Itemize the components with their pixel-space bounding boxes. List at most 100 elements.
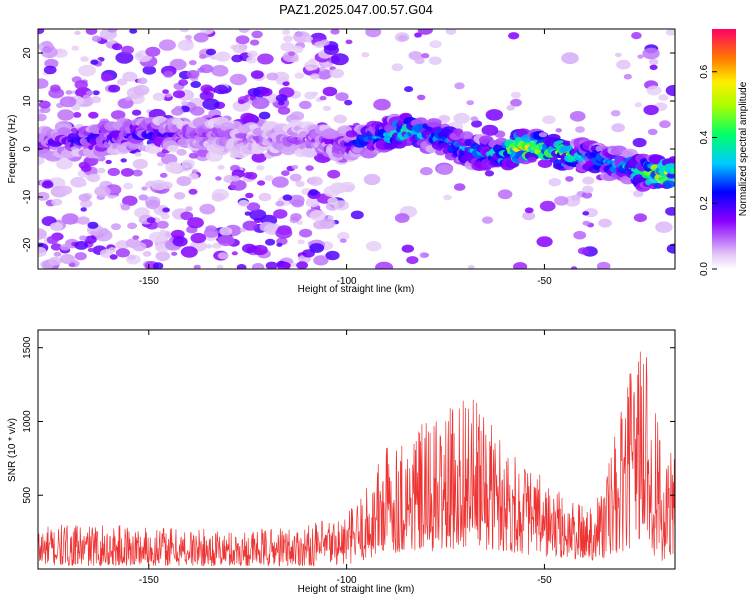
spectrogram-cell [417,29,433,35]
spectrogram-cell [242,220,258,231]
spectrogram-cell [185,206,193,212]
spectrogram-cell [634,102,643,108]
spectrogram-cell [178,79,189,86]
spectrogram-cell [257,53,274,65]
spectrogram-cell [251,263,265,269]
spectrogram-cell [237,99,246,105]
spectrogram-cell [538,132,548,138]
spectrogram-cell [616,59,631,70]
spectrogram-cell [165,161,183,174]
spectrogram-cell [137,77,148,85]
spectrogram-ytick-label: 10 [22,95,33,107]
spectrogram-cell [84,235,97,244]
spectrogram-cell [123,182,134,190]
spectrogram-cell [205,48,217,56]
spectrogram-cell [264,175,274,182]
spectrogram-cell [85,29,98,35]
spectrogram-cell [176,148,187,156]
spectrogram-cell [333,114,347,124]
spectrogram-cell [633,190,644,198]
spectrogram-cell [51,198,63,206]
spectrogram-cell [211,65,229,77]
spectrogram-cell [420,167,433,176]
spectrogram-cell [305,165,314,171]
spectrogram-cell [335,92,349,101]
spectrogram-cell [132,235,140,240]
spectrogram-cell [215,176,222,181]
spectrogram-cell [99,249,114,258]
spectrogram-cell [345,39,353,45]
spectrogram-cell [276,242,283,247]
spectrogram-cell [252,244,268,256]
spectrogram-cell [50,243,62,251]
spectrogram-cell [646,85,662,96]
spectrogram-cell [561,52,579,65]
spectrogram-cell [219,227,233,236]
spectrogram-cell [258,111,271,120]
spectrogram-cell [245,172,258,180]
spectrogram-cell [41,40,53,48]
spectrogram-cell [105,159,112,165]
spectrogram-cell [365,29,382,38]
spectrogram-cell [292,45,304,54]
spectrogram-cell [537,159,553,168]
spectrogram-cell [290,213,302,221]
spectrogram-cell [250,70,264,79]
spectrogram-cell [43,65,57,75]
spectrogram-cell [417,94,426,101]
spectrogram-ytick-label: -10 [22,189,33,204]
snr-frame [37,329,676,570]
spectrogram-cell [145,46,161,57]
spectrogram-cell [282,262,291,269]
spectrogram-cell [200,84,214,93]
snr-series-line [38,351,675,567]
spectrogram-cell [658,94,669,101]
spectrogram-cell [145,199,160,210]
spectrogram-cell [38,228,47,240]
spectrogram-cell [74,30,81,35]
spectrogram-cell [238,29,250,33]
spectrogram-cell [506,105,515,111]
snr-xtick-label: -50 [537,575,552,586]
spectrogram-cell [297,239,305,245]
spectrogram-cell [562,140,572,146]
spectrogram-cell [299,228,313,238]
spectrogram-cell [570,194,581,201]
snr-xtick-label: -150 [139,575,159,586]
spectrogram-cell [74,240,89,250]
colorbar-label: Normalized spectral amplitude [738,81,749,216]
spectrogram-cell [481,216,494,224]
snr-ytick-label: 1500 [22,336,33,359]
spectrogram-cell [309,243,325,253]
spectrogram-cell [74,252,87,261]
spectrogram-cell [156,220,169,229]
spectrogram-cell [49,84,61,92]
spectrogram-cell [330,29,340,35]
spectrogram-cell [164,93,172,98]
spectrogram-cell [79,235,87,241]
spectrogram-cell [569,111,586,122]
spectrogram-cell [375,261,394,269]
spectrogram-cell [251,97,270,110]
spectrogram-cell [231,251,238,256]
snr-panel: -150 -100 -50 500 1000 1500 Height of straigh… [7,329,676,595]
spectrogram-cell [484,170,494,177]
spectrogram-cell [288,51,296,57]
spectrogram-cell [132,158,148,170]
spectrogram-cell [536,236,553,248]
spectrogram-cell [259,87,273,97]
spectrogram-cell [394,213,410,223]
spectrogram-cell [146,217,156,224]
spectrogram-cell [180,246,198,258]
spectrogram-cell [38,247,47,255]
spectrogram-cell [647,128,658,136]
spectrogram-cell [91,35,102,42]
spectrogram-cell [309,210,327,221]
spectrogram-cell [322,105,332,112]
spectrogram-cell [655,221,673,233]
spectrogram-cell [160,213,170,220]
spectrogram-cell [323,89,330,94]
spectrogram-cell [373,98,391,111]
spectrogram-cell [631,31,642,40]
spectrogram-xtick-label: -50 [537,276,552,287]
